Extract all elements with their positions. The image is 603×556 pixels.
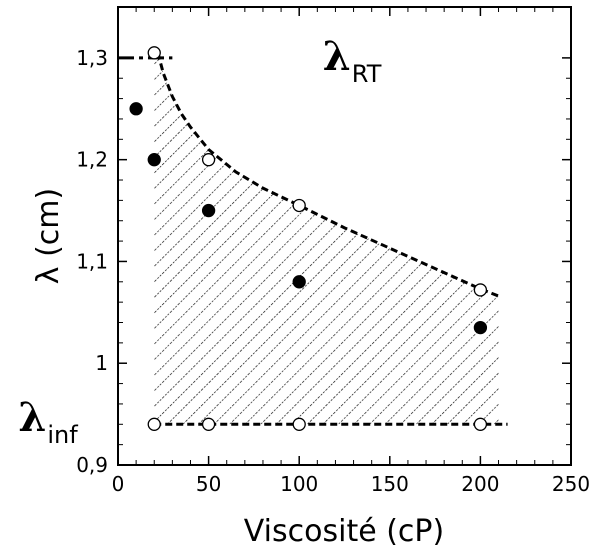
y-axis-title: λ (cm) [31, 188, 66, 284]
x-tick-label: 100 [280, 472, 318, 496]
lambda-rt-label: λRT [323, 33, 382, 88]
open-point [292, 417, 306, 431]
annotations: λRT λinf [18, 33, 381, 449]
y-tick-label: 1,3 [76, 46, 108, 70]
open-point [147, 417, 161, 431]
x-tick-label: 0 [112, 472, 125, 496]
x-tick-label: 250 [552, 472, 590, 496]
x-tick-label: 200 [461, 472, 499, 496]
hatched-region [154, 52, 499, 425]
filled-point [473, 320, 488, 335]
open-point [473, 417, 488, 431]
open-point [147, 46, 161, 60]
axis-ticks [117, 7, 572, 466]
x-tick-label: 50 [196, 472, 221, 496]
y-tick-label: 0,9 [76, 453, 108, 477]
open-point [201, 153, 216, 167]
y-tick-labels: 0,9 1 1,1 1,2 1,3 [76, 46, 108, 477]
x-tick-label: 150 [371, 472, 409, 496]
filled-point [147, 153, 161, 167]
open-point [473, 283, 488, 297]
filled-point [292, 275, 306, 289]
upper-boundary-curve [156, 52, 500, 298]
filled-point [129, 102, 143, 116]
lambda-inf-label: λinf [18, 394, 78, 449]
y-tick-label: 1,2 [76, 148, 108, 172]
plot-frame [117, 6, 572, 466]
x-axis-title: Viscosité (cP) [244, 514, 444, 549]
open-point [201, 417, 216, 431]
filled-point [201, 203, 216, 218]
data-points [129, 46, 488, 431]
y-tick-label: 1 [95, 351, 108, 375]
open-point [292, 198, 306, 213]
y-tick-label: 1,1 [76, 249, 108, 273]
hatched-area [154, 52, 499, 425]
x-tick-labels: 0 50 100 150 200 250 [112, 472, 590, 496]
